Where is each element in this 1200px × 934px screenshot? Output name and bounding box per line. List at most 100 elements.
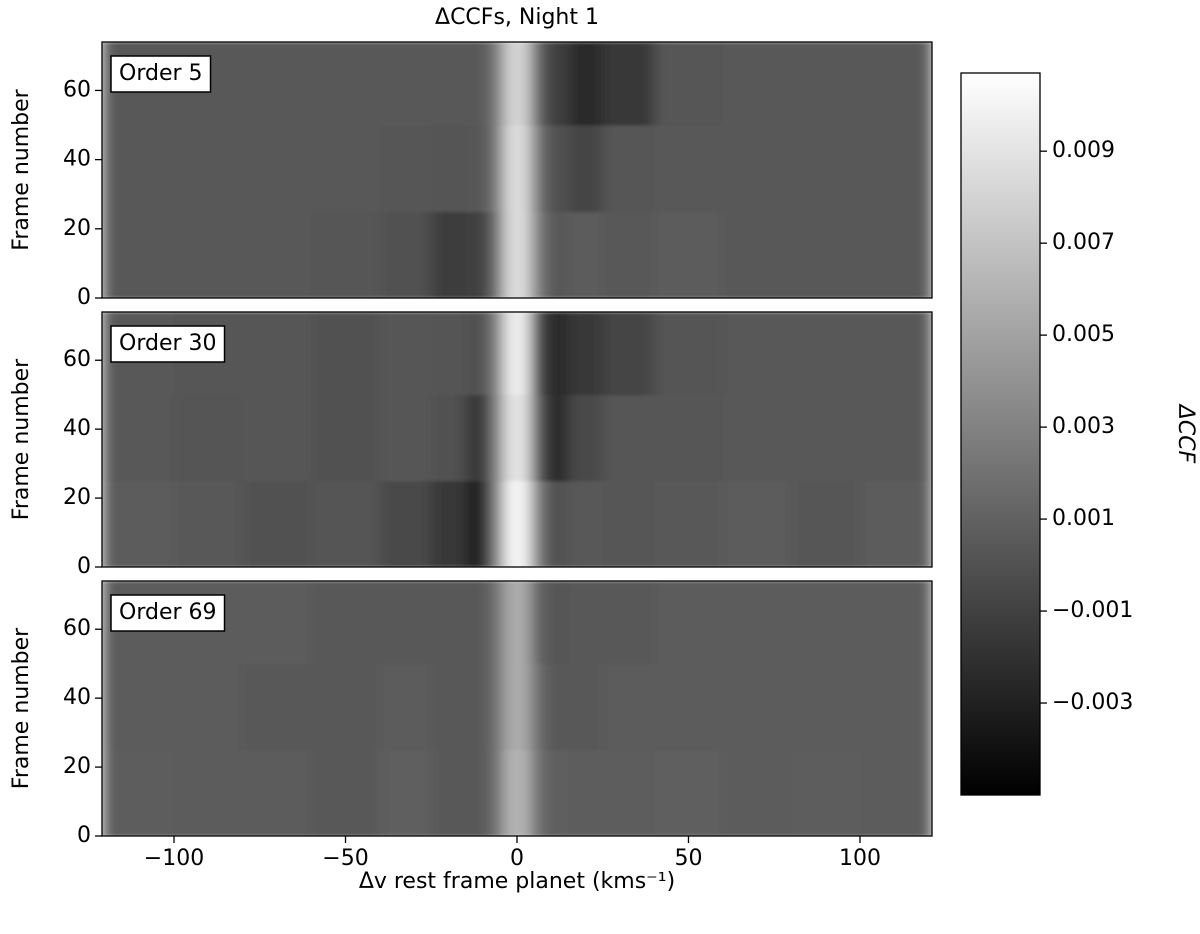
x-tick-label: 0 <box>510 846 524 871</box>
order-label: Order 69 <box>119 600 217 625</box>
y-axis-label: Frame number <box>9 88 34 250</box>
heatmap-cell <box>859 394 932 482</box>
colorbar-label: ΔCCF <box>1173 403 1198 464</box>
y-tick-label: 60 <box>63 616 91 641</box>
heatmap-cell <box>311 394 381 482</box>
heatmap-cell <box>174 663 244 751</box>
heatmap-cell <box>602 480 655 567</box>
heatmap-cell <box>465 480 491 567</box>
heatmap-cell <box>791 480 861 567</box>
heatmap-cell <box>602 749 655 836</box>
heatmap-cell <box>503 394 532 482</box>
heatmap-cell <box>379 312 432 396</box>
heatmap-cell <box>503 125 532 213</box>
x-tick-label: −50 <box>322 846 368 871</box>
x-tick-label: 100 <box>839 846 881 871</box>
y-tick-label: 40 <box>63 147 91 172</box>
heatmap-cell <box>859 663 932 751</box>
heatmap-cell <box>379 663 432 751</box>
heatmap-cell <box>102 394 175 482</box>
heatmap-cell <box>489 125 504 213</box>
y-tick-label: 40 <box>63 416 91 441</box>
heatmap-cell <box>465 42 491 126</box>
heatmap-cell <box>530 125 545 213</box>
heatmap-cell <box>503 480 532 567</box>
heatmap-cell <box>174 480 244 567</box>
heatmap-cell <box>242 125 312 213</box>
heatmap-cell <box>568 663 604 751</box>
heatmap-cell <box>174 394 244 482</box>
heatmap-cell <box>503 581 532 665</box>
x-tick-label: 50 <box>674 846 702 871</box>
heatmap-cell <box>544 211 569 298</box>
heatmap-cell <box>530 480 545 567</box>
heatmap-cell <box>654 480 724 567</box>
heatmap-cell <box>654 125 724 213</box>
colorbar-tick-label: 0.007 <box>1052 230 1115 255</box>
heatmap-cell <box>465 211 491 298</box>
colorbar-tick-label: −0.001 <box>1052 598 1133 623</box>
heatmap-cell <box>465 125 491 213</box>
heatmap-cell <box>242 394 312 482</box>
heatmap-cell <box>722 394 792 482</box>
heatmap-cell <box>379 211 432 298</box>
heatmap-cell <box>489 42 504 126</box>
heatmap-cell <box>431 749 467 836</box>
heatmap-cell <box>791 581 861 665</box>
heatmap-cell <box>568 125 604 213</box>
heatmap-panel <box>102 42 932 298</box>
heatmap-cell <box>242 42 312 126</box>
heatmap-cell <box>530 749 545 836</box>
y-tick-label: 40 <box>63 685 91 710</box>
heatmap-cell <box>242 749 312 836</box>
heatmap-cell <box>654 312 724 396</box>
heatmap-cell <box>489 581 504 665</box>
y-tick-label: 20 <box>63 216 91 241</box>
heatmap-cell <box>431 663 467 751</box>
y-tick-label: 0 <box>77 823 91 848</box>
order-label: Order 30 <box>119 331 217 356</box>
heatmap-cell <box>530 211 545 298</box>
heatmap-cell <box>602 211 655 298</box>
heatmap-cell <box>722 663 792 751</box>
heatmap-cell <box>311 42 381 126</box>
heatmap-cell <box>568 42 604 126</box>
heatmap-panel <box>102 312 932 567</box>
heatmap-cell <box>654 581 724 665</box>
heatmap-cell <box>568 749 604 836</box>
heatmap-cell <box>530 581 545 665</box>
x-tick-label: −100 <box>144 846 204 871</box>
heatmap-cell <box>102 480 175 567</box>
heatmap-cell <box>431 581 467 665</box>
panel-frame <box>101 41 933 299</box>
heatmap-cell <box>859 42 932 126</box>
heatmap-cell <box>568 211 604 298</box>
heatmap-cell <box>174 749 244 836</box>
heatmap-cell <box>489 749 504 836</box>
colorbar <box>960 72 1041 796</box>
heatmap-cell <box>503 749 532 836</box>
heatmap-cell <box>602 663 655 751</box>
heatmap-cell <box>654 211 724 298</box>
heatmap-cell <box>602 581 655 665</box>
heatmap-cell <box>859 480 932 567</box>
heatmap-cell <box>791 749 861 836</box>
heatmap-cell <box>174 125 244 213</box>
heatmap-cell <box>791 125 861 213</box>
heatmap-cell <box>431 394 467 482</box>
heatmap-cell <box>503 312 532 396</box>
heatmap-cell <box>102 211 175 298</box>
y-tick-label: 0 <box>77 285 91 310</box>
heatmap-cell <box>722 749 792 836</box>
heatmap-cell <box>602 394 655 482</box>
heatmap-cell <box>379 125 432 213</box>
heatmap-cell <box>530 394 545 482</box>
heatmap-cell <box>544 125 569 213</box>
heatmap-cell <box>379 749 432 836</box>
heatmap-cell <box>602 312 655 396</box>
heatmap-cell <box>859 749 932 836</box>
heatmap-cell <box>602 125 655 213</box>
heatmap-cell <box>379 480 432 567</box>
heatmap-cell <box>530 663 545 751</box>
heatmap-cell <box>311 480 381 567</box>
